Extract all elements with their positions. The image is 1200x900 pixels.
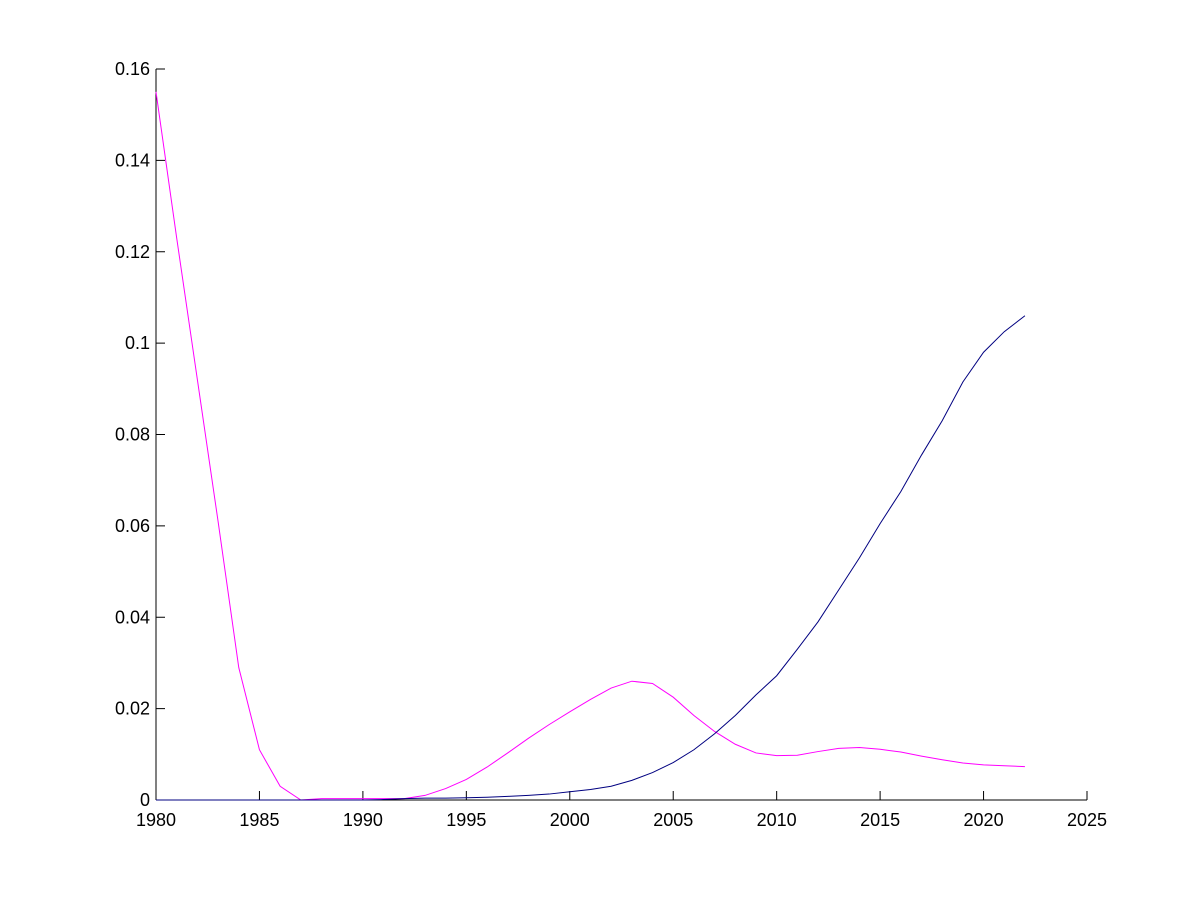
x-tick-label: 2000 [550,810,590,830]
x-tick-label: 2025 [1067,810,1107,830]
y-tick-label: 0.06 [115,516,150,536]
x-tick-label: 2005 [653,810,693,830]
y-tick-label: 0.04 [115,607,150,627]
x-tick-label: 2020 [964,810,1004,830]
y-tick-label: 0.08 [115,425,150,445]
y-tick-label: 0.12 [115,242,150,262]
x-tick-label: 1990 [343,810,383,830]
y-tick-label: 0.1 [125,333,150,353]
x-tick-label: 2010 [757,810,797,830]
x-tick-label: 2015 [860,810,900,830]
y-tick-label: 0.14 [115,150,150,170]
y-tick-label: 0.16 [115,59,150,79]
x-tick-label: 1995 [446,810,486,830]
line-series [156,315,1026,801]
x-tick-label: 1980 [136,810,176,830]
y-tick-label: 0.02 [115,699,150,719]
y-tick-label: 0 [140,790,150,810]
x-tick-label: 1985 [239,810,279,830]
